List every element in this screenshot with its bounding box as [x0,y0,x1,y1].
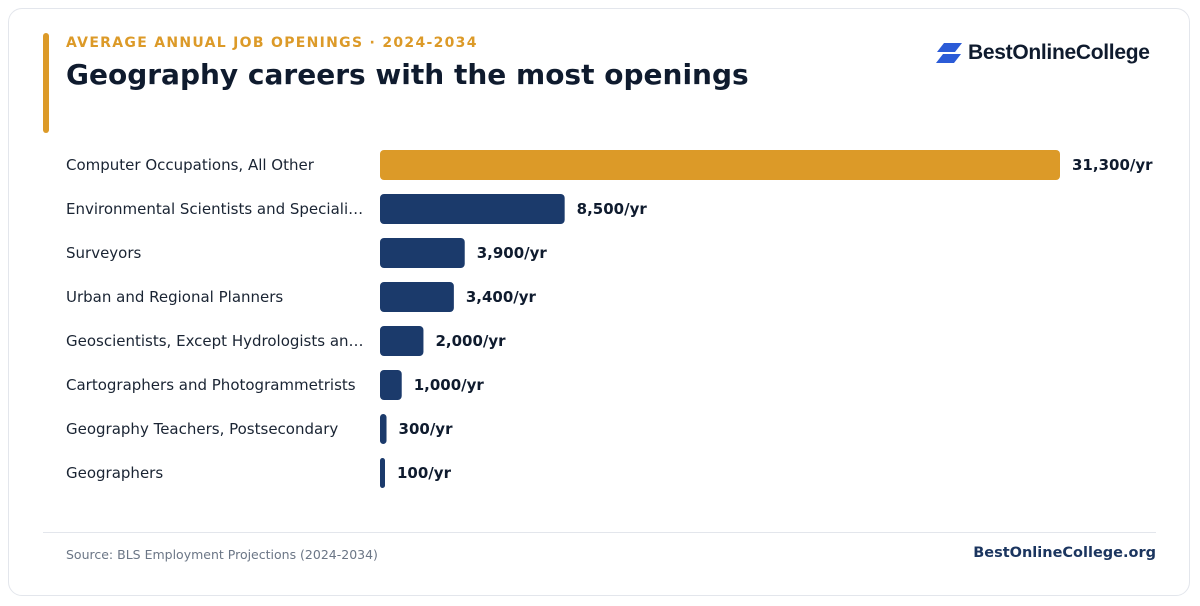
bar [380,282,454,312]
bar [380,414,387,444]
category-label: Cartographers and Photogrammetrists [66,376,356,394]
bar [380,326,424,356]
title-accent-bar [43,33,49,133]
category-label: Computer Occupations, All Other [66,156,315,174]
brand-name: BestOnlineCollege [968,41,1150,64]
chart-title: Geography careers with the most openings [66,58,749,91]
bar [380,458,385,488]
value-label: 100/yr [397,464,452,482]
value-label: 3,400/yr [466,288,537,306]
footer-divider [43,532,1156,533]
chart-card [8,8,1190,596]
source-note: Source: BLS Employment Projections (2024… [66,547,378,562]
category-label: Geography Teachers, Postsecondary [66,420,338,438]
site-link[interactable]: BestOnlineCollege.org [973,545,1156,561]
value-label: 1,000/yr [414,376,485,394]
bar [380,150,1060,180]
category-label: Urban and Regional Planners [66,288,283,306]
category-label: Surveyors [66,244,142,262]
chart-kicker: AVERAGE ANNUAL JOB OPENINGS · 2024-2034 [66,35,478,51]
bar [380,370,402,400]
parallelogram-logo-icon [936,43,962,63]
bar [380,194,565,224]
brand-logo[interactable]: BestOnlineCollege [936,40,1150,66]
value-label: 3,900/yr [477,244,548,262]
value-label: 300/yr [399,420,454,438]
category-label: Environmental Scientists and Speciali… [66,200,363,218]
value-label: 2,000/yr [435,332,506,350]
category-label: Geographers [66,464,163,482]
category-label: Geoscientists, Except Hydrologists an… [66,332,364,350]
value-label: 8,500/yr [577,200,648,218]
value-label: 31,300/yr [1072,156,1153,174]
bar [380,238,465,268]
